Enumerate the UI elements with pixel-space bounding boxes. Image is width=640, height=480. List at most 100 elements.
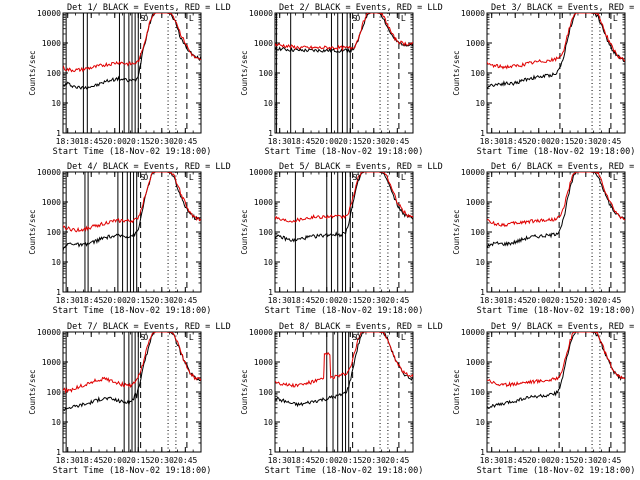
marker-letter: S: [140, 333, 145, 342]
y-axis-label: Counts/sec: [240, 209, 249, 254]
x-tick-label: 18:45: [79, 296, 103, 305]
x-tick-label: 20:30: [362, 137, 386, 146]
x-tick-label: 20:30: [362, 296, 386, 305]
panel-title: Det 4/ BLACK = Events, RED = LLD: [67, 162, 231, 172]
y-tick-label: 1: [56, 129, 61, 138]
y-tick-label: 1000: [466, 198, 485, 207]
lld-series-line: [275, 172, 413, 223]
y-tick-label: 10000: [249, 9, 273, 18]
x-axis-label: Start Time (18-Nov-02 19:18:00): [477, 466, 636, 476]
y-tick-label: 100: [471, 228, 486, 237]
x-tick-label: 20:00: [315, 137, 339, 146]
panel-title: Det 2/ BLACK = Events, RED = LLD: [279, 3, 443, 13]
y-axis-label: Counts/sec: [452, 369, 461, 414]
x-tick-label: 20:15: [550, 456, 574, 465]
events-series-line: [275, 172, 413, 243]
y-axis-label: Counts/sec: [240, 50, 249, 95]
x-tick-label: 20:00: [103, 137, 127, 146]
x-tick-label: 20:30: [574, 137, 598, 146]
marker-letter: O: [355, 14, 360, 23]
marker-letter: L: [189, 14, 194, 23]
marker-letter: L: [189, 173, 194, 182]
y-tick-label: 10000: [249, 168, 273, 177]
x-tick-label: 20:15: [126, 296, 150, 305]
y-tick-label: 1000: [42, 198, 61, 207]
y-tick-label: 1: [268, 448, 273, 457]
y-tick-label: 1000: [466, 358, 485, 367]
y-tick-label: 1000: [42, 358, 61, 367]
lld-series-line: [275, 332, 413, 388]
y-tick-label: 10: [263, 418, 273, 427]
marker-letter: S: [352, 14, 357, 23]
detector-panel: Det 9/ BLACK = Events, RED = LLD 1 10 100 10…: [452, 322, 640, 476]
x-tick-label: 20:15: [338, 137, 362, 146]
y-tick-label: 1: [480, 448, 485, 457]
y-tick-label: 1: [268, 129, 273, 138]
panel-title: Det 8/ BLACK = Events, RED = LLD: [279, 322, 443, 332]
y-tick-label: 1000: [254, 39, 273, 48]
x-tick-label: 20:15: [550, 296, 574, 305]
x-tick-label: 20:30: [574, 456, 598, 465]
x-tick-label: 18:45: [503, 137, 527, 146]
y-tick-label: 100: [259, 228, 274, 237]
marker-letter: L: [401, 333, 406, 342]
plot-area: [487, 13, 625, 133]
y-tick-label: 10: [51, 99, 61, 108]
y-tick-label: 1: [480, 129, 485, 138]
x-tick-label: 18:30: [268, 137, 292, 146]
x-tick-label: 20:00: [315, 296, 339, 305]
y-axis-label: Counts/sec: [28, 50, 37, 95]
detector-panel: Det 3/ BLACK = Events, RED = LLD 1 10 100 10…: [452, 3, 640, 157]
plot-area: [63, 13, 201, 133]
detector-panel: Det 7/ BLACK = Events, RED = LLD 1 10 100 10…: [28, 322, 231, 476]
y-tick-label: 100: [471, 69, 486, 78]
x-tick-label: 20:15: [338, 296, 362, 305]
y-tick-label: 10000: [37, 9, 61, 18]
marker-letter: L: [613, 173, 618, 182]
x-tick-label: 18:45: [79, 137, 103, 146]
y-axis-label: Counts/sec: [452, 50, 461, 95]
marker-letter: L: [613, 333, 618, 342]
x-tick-label: 20:45: [385, 456, 409, 465]
lld-series-line: [487, 332, 625, 388]
y-tick-label: 10: [51, 258, 61, 267]
y-tick-label: 1000: [254, 198, 273, 207]
y-tick-label: 10000: [461, 328, 485, 337]
x-tick-label: 20:00: [527, 137, 551, 146]
x-tick-label: 20:30: [574, 296, 598, 305]
x-tick-label: 20:45: [385, 137, 409, 146]
panel-title: Det 6/ BLACK = Events, RED = LLD: [491, 162, 640, 172]
y-axis-label: Counts/sec: [452, 209, 461, 254]
x-tick-label: 18:30: [480, 296, 504, 305]
events-series-line: [487, 172, 625, 248]
y-tick-label: 10: [475, 99, 485, 108]
plot-area: [275, 172, 413, 292]
marker-letter: S: [140, 173, 145, 182]
y-tick-label: 1: [480, 288, 485, 297]
x-tick-label: 20:45: [597, 137, 621, 146]
events-series-line: [487, 332, 625, 411]
panel-title: Det 9/ BLACK = Events, RED = LLD: [491, 322, 640, 332]
y-tick-label: 100: [259, 388, 274, 397]
x-tick-label: 20:45: [385, 296, 409, 305]
detector-panel: Det 8/ BLACK = Events, RED = LLD 1 10 100 10…: [240, 322, 443, 476]
x-tick-label: 18:30: [56, 456, 80, 465]
y-tick-label: 10000: [37, 328, 61, 337]
x-tick-label: 20:15: [338, 456, 362, 465]
detector-panel: Det 2/ BLACK = Events, RED = LLD 1 10 100 10…: [240, 3, 443, 157]
y-tick-label: 1: [56, 288, 61, 297]
x-tick-label: 20:00: [527, 456, 551, 465]
x-tick-label: 18:30: [56, 296, 80, 305]
y-axis-label: Counts/sec: [28, 369, 37, 414]
detector-panel: Det 5/ BLACK = Events, RED = LLD 1 10 100 10…: [240, 162, 443, 316]
events-series-line: [63, 13, 201, 90]
y-tick-label: 10: [475, 418, 485, 427]
x-tick-label: 20:15: [550, 137, 574, 146]
x-tick-label: 20:30: [362, 456, 386, 465]
y-tick-label: 10: [51, 418, 61, 427]
lld-series-line: [63, 172, 201, 233]
x-tick-label: 18:30: [268, 456, 292, 465]
x-tick-label: 20:45: [173, 456, 197, 465]
x-tick-label: 20:00: [315, 456, 339, 465]
